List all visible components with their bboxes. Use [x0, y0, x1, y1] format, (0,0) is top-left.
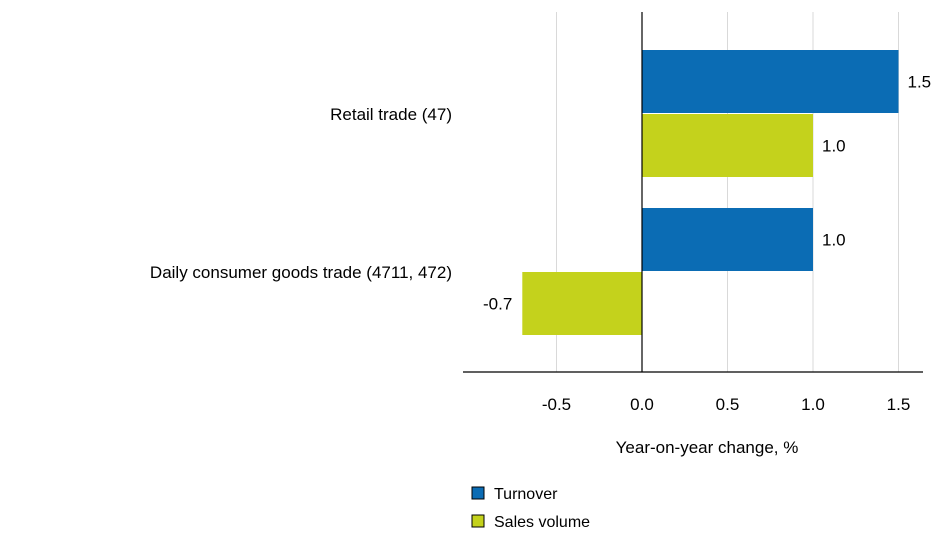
- legend: Turnover Sales volume: [471, 486, 590, 531]
- bar: [642, 114, 813, 177]
- legend-label: Turnover: [494, 486, 558, 503]
- value-labels: 1.5 1.0 1.0 -0.7: [483, 73, 931, 314]
- x-tick-label: 1.5: [887, 395, 911, 414]
- value-label: 1.5: [908, 73, 932, 92]
- legend-swatch: [471, 486, 485, 500]
- bars: [522, 50, 899, 335]
- x-tick-labels: -0.5 0.0 0.5 1.0 1.5: [542, 395, 910, 414]
- value-label: 1.0: [822, 231, 846, 250]
- bar: [642, 208, 813, 271]
- x-tick-label: 0.0: [630, 395, 654, 414]
- legend-swatch: [471, 514, 485, 528]
- bar: [642, 50, 899, 113]
- x-tick-label: 1.0: [801, 395, 825, 414]
- category-labels: Retail trade (47) Daily consumer goods tr…: [150, 105, 452, 282]
- category-label: Daily consumer goods trade (4711, 472): [150, 263, 452, 282]
- bar: [522, 272, 642, 335]
- value-label: 1.0: [822, 137, 846, 156]
- value-label: -0.7: [483, 295, 512, 314]
- x-tick-label: -0.5: [542, 395, 571, 414]
- x-tick-label: 0.5: [716, 395, 740, 414]
- x-axis-title: Year-on-year change, %: [616, 438, 799, 457]
- legend-label: Sales volume: [494, 514, 590, 531]
- category-label: Retail trade (47): [330, 105, 452, 124]
